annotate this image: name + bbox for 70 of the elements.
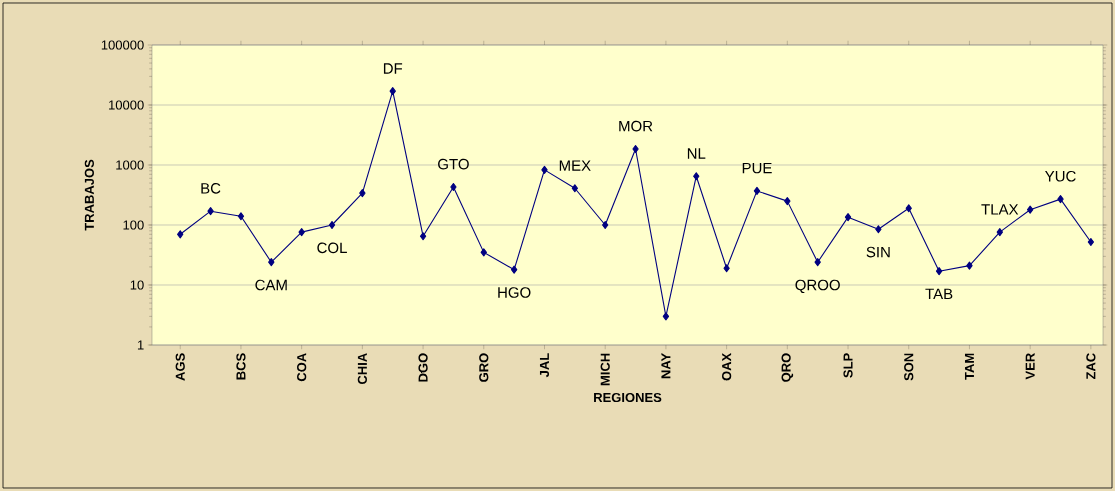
- point: [723, 264, 730, 273]
- point: [268, 258, 275, 267]
- annotation: CAM: [255, 279, 287, 291]
- annotation: QROO: [795, 279, 840, 294]
- annotation: SIN: [866, 246, 890, 258]
- x-tick-label: TAM: [964, 353, 974, 380]
- y-tick-label: 100: [123, 220, 144, 230]
- point: [450, 182, 457, 192]
- point: [1057, 195, 1064, 204]
- y-tick-label: 1000: [116, 160, 144, 170]
- annotation: TLAX: [981, 204, 1019, 215]
- annotation: TAB: [925, 288, 953, 300]
- point: [875, 225, 882, 234]
- annotation: YUC: [1045, 170, 1076, 182]
- annotation: GTO: [438, 158, 469, 170]
- x-tick-label: JAL: [539, 353, 550, 378]
- point: [662, 312, 670, 321]
- point: [693, 172, 700, 181]
- point: [1087, 237, 1095, 247]
- x-tick-label: COA: [297, 353, 307, 382]
- point: [1026, 205, 1034, 214]
- annotation: PUE: [742, 162, 772, 174]
- point: [480, 248, 487, 257]
- point: [996, 228, 1003, 237]
- point: [207, 207, 214, 216]
- x-tick-label: OAX: [722, 352, 732, 381]
- point: [359, 189, 366, 198]
- annotation: MEX: [559, 160, 591, 171]
- x-tick-label: QRO: [781, 353, 794, 382]
- x-axis-title: REGIONES: [594, 392, 662, 403]
- y-tick-label: 1: [137, 340, 144, 350]
- point: [389, 87, 396, 96]
- x-tick-label: CHIA: [357, 353, 367, 385]
- point: [419, 232, 427, 241]
- x-tick-label: ZAC: [1086, 353, 1096, 380]
- point: [784, 197, 791, 206]
- x-tick-label: GRO: [479, 353, 489, 382]
- annotation: DF: [383, 63, 403, 74]
- x-tick-label: VER: [1025, 353, 1035, 380]
- point: [844, 213, 852, 222]
- point: [935, 267, 943, 276]
- point: [632, 144, 639, 154]
- point: [571, 184, 579, 193]
- point: [602, 220, 609, 230]
- x-tick-label: BCS: [236, 353, 246, 380]
- x-tick-label: SON: [904, 353, 914, 381]
- y-tick-label: 10000: [109, 100, 144, 110]
- annotation: NL: [687, 148, 706, 159]
- annotation: MOR: [619, 120, 653, 132]
- y-axis-title: TRABAJOS: [84, 159, 94, 231]
- point: [177, 230, 184, 239]
- annotation: HGO: [498, 287, 531, 298]
- x-tick-label: DGO: [418, 353, 428, 382]
- point: [905, 204, 912, 213]
- point: [328, 220, 336, 230]
- x-tick-label: MICH: [600, 353, 610, 386]
- point: [814, 258, 821, 267]
- annotation: COL: [317, 242, 347, 254]
- y-tick-label: 100000: [101, 40, 144, 50]
- point: [510, 265, 518, 274]
- x-tick-label: NAY: [661, 352, 671, 379]
- point: [966, 261, 973, 270]
- point: [298, 228, 305, 237]
- y-tick-label: 10: [130, 280, 144, 290]
- x-tick-label: SLP: [843, 353, 853, 378]
- x-tick-label: AGS: [175, 353, 185, 381]
- point: [753, 186, 761, 195]
- point: [237, 212, 245, 221]
- annotation: BC: [201, 183, 221, 194]
- point: [541, 165, 548, 174]
